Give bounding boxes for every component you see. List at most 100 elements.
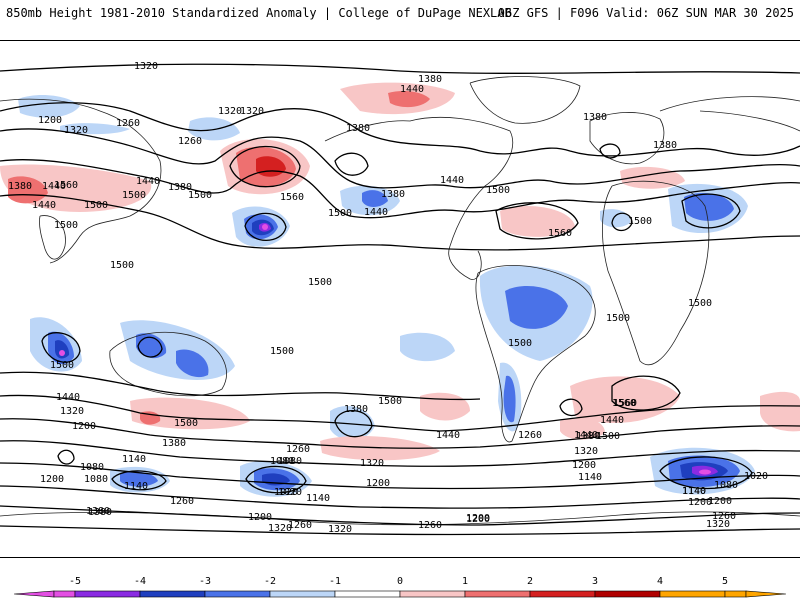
contour-label: 1380 — [344, 404, 368, 415]
contour-line — [57, 449, 75, 465]
contour-label: 1140 — [578, 472, 602, 483]
contour-label: 1380 — [168, 182, 192, 193]
contour-line — [0, 505, 800, 526]
anomaly-area — [120, 320, 235, 380]
colorbar-tick-label: 3 — [592, 576, 598, 587]
contour-label: 1320 — [360, 458, 384, 469]
colorbar-tick-label: 1 — [462, 576, 468, 587]
anomaly-area — [120, 471, 158, 487]
colorbar-segment — [594, 590, 661, 598]
coastline-asia — [0, 96, 800, 264]
contour-label: 1320 — [328, 524, 352, 535]
contour-line — [0, 462, 800, 490]
colorbar-right-arrow — [745, 590, 787, 598]
contour-line — [681, 193, 741, 229]
contour-label: 1200 — [466, 514, 490, 525]
contour-label: 1380 — [8, 181, 32, 192]
negative-anomaly-areas — [18, 95, 755, 497]
contour-label: 1500 — [122, 190, 146, 201]
colorbar-segments — [13, 590, 787, 598]
contour-label: 1260 — [288, 520, 312, 531]
coastline-australia — [109, 331, 227, 397]
contour-label: 1440 — [440, 175, 464, 186]
contour-label: 1200 — [366, 478, 390, 489]
colorbar-segment — [724, 590, 747, 598]
anomaly-area — [505, 286, 568, 329]
anomaly-area — [55, 340, 70, 359]
anomaly-area — [600, 209, 631, 228]
anomaly-area — [503, 375, 516, 423]
map-header: 850mb Height 1981-2010 Standardized Anom… — [0, 0, 800, 40]
contour-label: 1500 — [508, 338, 532, 349]
contour-label: 1260 — [418, 520, 442, 531]
contour-line — [599, 143, 621, 159]
contour-label: 1200 — [72, 421, 96, 432]
contour-label: 1320 — [706, 519, 730, 530]
anomaly-map: 1320 1380 1440 1200 1320 1260 1260 1320 1380 1380… — [0, 40, 800, 558]
colorbar-tick-label: 2 — [527, 576, 533, 587]
contour-labels: 1320138014401200132012601260132013801380… — [8, 61, 768, 535]
contour-label: 1500 — [174, 418, 198, 429]
contour-label: 1500 — [270, 346, 294, 357]
coastline-antarctica — [0, 511, 800, 526]
contour-line — [495, 202, 579, 240]
contour-label: 1260 — [712, 511, 736, 522]
contour-label: 1080 — [270, 456, 294, 467]
contour-line — [0, 159, 800, 219]
contour-label: 1440 — [574, 430, 598, 441]
coastline-north-america — [324, 117, 514, 280]
anomaly-area — [60, 123, 130, 135]
contour-line — [0, 194, 800, 251]
contour-line — [245, 465, 307, 494]
contour-label: 1260 — [116, 118, 140, 129]
contour-label: 1560 — [612, 398, 636, 409]
contour-label: 1560 — [54, 180, 78, 191]
height-contours — [0, 63, 800, 536]
colorbar-tick-label: -4 — [134, 576, 146, 587]
contour-label: 1500 — [486, 185, 510, 196]
contour-label: 1440 — [436, 430, 460, 441]
contour-line — [41, 332, 81, 363]
contour-line — [334, 152, 369, 176]
colorbar-ticks: -5 -4 -3 -2 -1 0 1 2 3 4 5 — [69, 576, 728, 587]
contour-label: 1020 — [744, 471, 768, 482]
contour-label: 1200 — [248, 512, 272, 523]
anomaly-area — [570, 376, 680, 424]
anomaly-colorbar: -5 -4 -3 -2 -1 0 1 2 3 4 5 — [0, 570, 800, 600]
contour-label: 1500 — [688, 298, 712, 309]
contour-label: 1560 — [613, 398, 637, 409]
contour-line — [0, 525, 800, 536]
anomaly-area — [59, 350, 65, 356]
colorbar-tick-label: 4 — [657, 576, 663, 587]
contour-label: 1440 — [600, 415, 624, 426]
contour-line — [611, 212, 633, 232]
contour-label: 1200 — [466, 513, 490, 524]
contour-label: 1080 — [80, 462, 104, 473]
anomaly-area — [362, 190, 388, 207]
colorbar-tick-label: 0 — [397, 576, 403, 587]
contour-label: 1500 — [84, 200, 108, 211]
anomaly-area — [684, 193, 734, 221]
contour-label: 1140 — [682, 486, 706, 497]
anomaly-area — [400, 332, 455, 362]
colorbar-left-arrow — [13, 590, 55, 598]
colorbar-tick-label: 5 — [722, 576, 728, 587]
contour-label: 1200 — [40, 474, 64, 485]
contour-line — [0, 63, 800, 74]
contour-line — [0, 128, 800, 189]
coastline-south-america — [475, 265, 596, 443]
colorbar-segment — [529, 590, 596, 598]
anomaly-area — [130, 397, 250, 430]
coastline-africa — [602, 180, 710, 366]
contour-line — [229, 145, 301, 188]
anomaly-area — [760, 391, 800, 432]
contour-line — [137, 336, 163, 358]
contour-label: 1320 — [268, 523, 292, 534]
colorbar-tick-label: -1 — [329, 576, 341, 587]
contour-label: 1500 — [606, 313, 630, 324]
colorbar-tick-label: -3 — [199, 576, 211, 587]
contour-line — [559, 398, 583, 417]
colorbar-tick-label: -5 — [69, 576, 81, 587]
contour-label: 1200 — [572, 460, 596, 471]
colorbar-segment — [399, 590, 466, 598]
